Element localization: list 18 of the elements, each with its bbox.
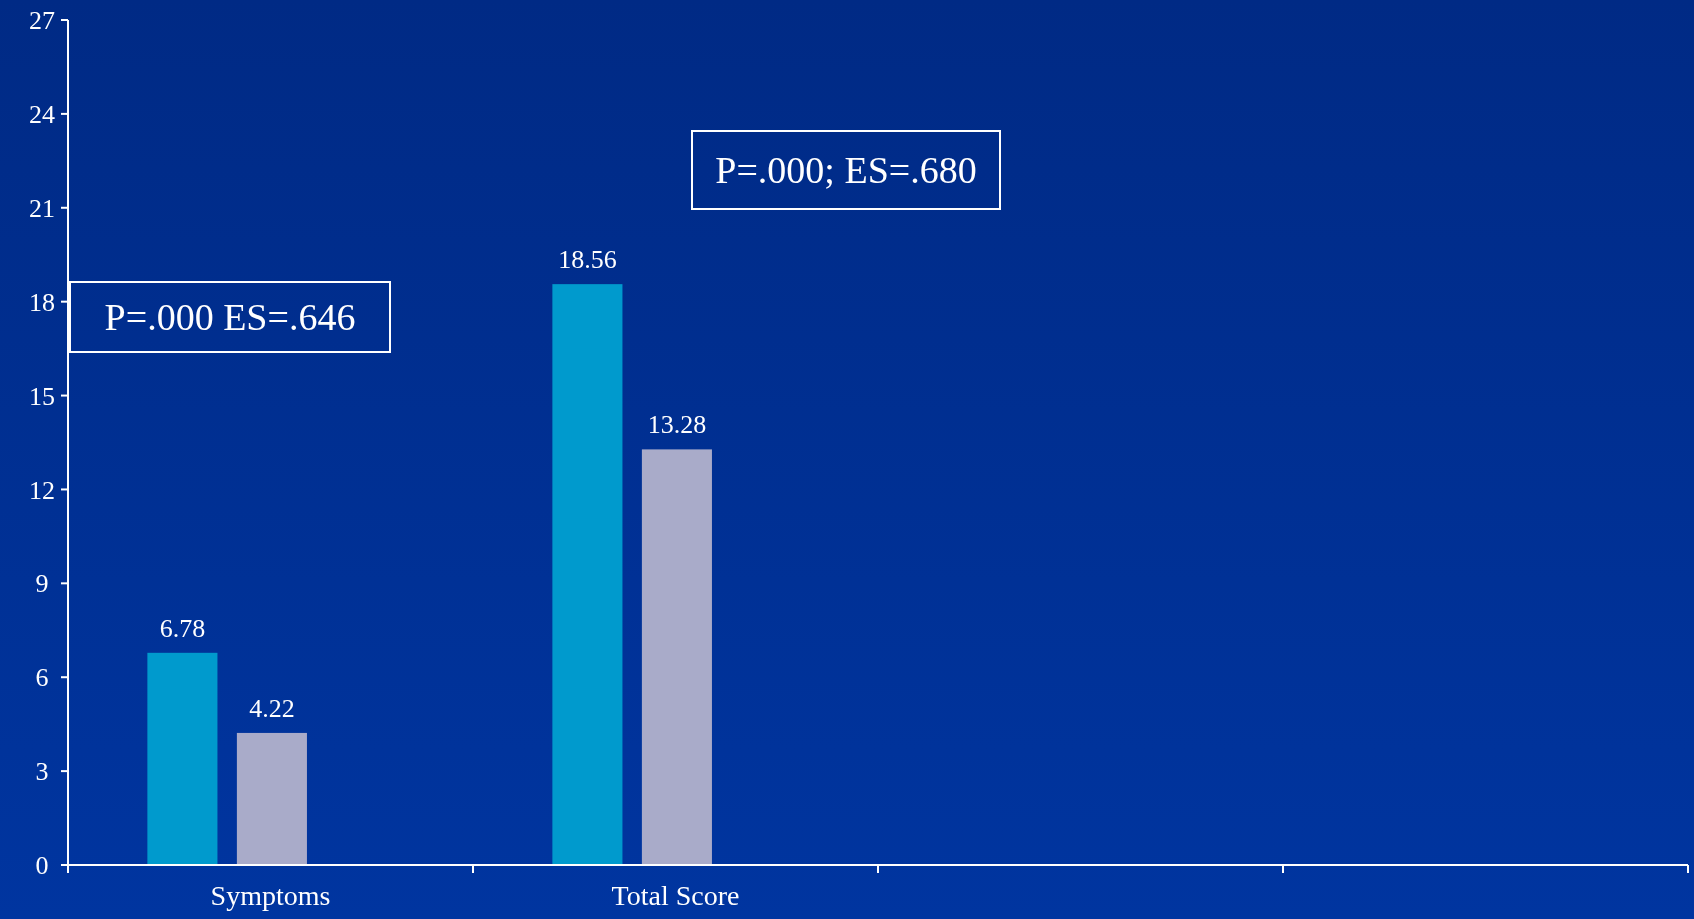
data-label: 6.78	[159, 613, 206, 643]
y-tick-label: 18	[29, 287, 55, 317]
data-label: 13.28	[647, 410, 707, 440]
annotation: P=.000 ES=.646	[104, 296, 356, 339]
data-label: 18.56	[558, 245, 617, 275]
y-tick-label: 9	[35, 569, 49, 599]
y-tick-label: 21	[29, 193, 55, 223]
y-tick-label: 12	[29, 475, 55, 505]
x-tick-label: Symptoms	[210, 880, 331, 911]
data-label: 4.22	[249, 693, 295, 723]
y-tick-label: 6	[35, 663, 49, 693]
y-tick-label: 0	[35, 851, 49, 881]
y-tick-label: 24	[29, 99, 55, 129]
y-tick-label: 15	[29, 381, 55, 411]
x-tick-label: Total Score	[611, 880, 740, 911]
annotation: P=.000; ES=.680	[715, 149, 977, 192]
y-tick-label: 27	[29, 6, 55, 36]
y-tick-label: 3	[35, 757, 49, 787]
